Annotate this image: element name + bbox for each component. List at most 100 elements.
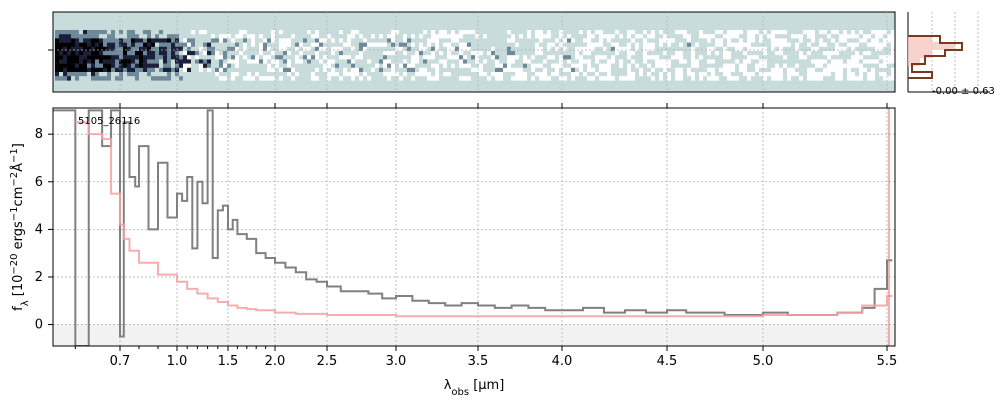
heatmap-cell [663,30,668,35]
heatmap-cell [487,59,492,64]
heatmap-cell [795,46,800,52]
heatmap-cell [67,55,72,60]
heatmap-cell [283,76,288,81]
heatmap-cell [535,63,540,68]
heatmap-cell [391,30,396,35]
heatmap-cell [315,46,320,52]
heatmap-cell [723,42,728,47]
heatmap-cell [707,72,712,77]
heatmap-cell [435,59,440,64]
heatmap-cell [643,38,648,43]
heatmap-cell [251,72,256,77]
heatmap-cell [867,38,872,43]
heatmap-cell [863,67,868,73]
heatmap-cell [539,38,544,43]
heatmap-cell [107,42,112,47]
heatmap-cell [151,63,156,68]
heatmap-cell [855,34,860,39]
heatmap-cell [563,72,568,77]
heatmap-cell [759,76,764,81]
heatmap-cell [91,72,96,77]
heatmap-cell [139,59,144,64]
heatmap-cell [179,51,184,56]
heatmap-cell [443,30,448,35]
heatmap-cell [143,38,148,43]
heatmap-cell [435,46,440,52]
heatmap-cell [311,30,316,35]
heatmap-cell [431,30,436,35]
heatmap-cell [243,46,248,52]
heatmap-cell [687,38,692,43]
heatmap-cell [307,76,312,81]
heatmap-cell [487,38,492,43]
heatmap-cell [99,30,104,35]
heatmap-cell [299,76,304,81]
heatmap-cell [271,67,276,73]
heatmap-cell [83,55,88,60]
heatmap-cell [155,34,160,39]
heatmap-cell [55,46,60,52]
heatmap-cell [187,42,192,47]
heatmap-cell [519,59,524,64]
heatmap-cell [747,46,752,52]
heatmap-cell [871,76,876,81]
heatmap-cell [827,46,832,52]
heatmap-cell [711,34,716,39]
heatmap-cell [411,46,416,52]
heatmap-cell [703,72,708,77]
heatmap-cell [71,34,76,39]
heatmap-cell [395,55,400,60]
heatmap-cell [235,55,240,60]
heatmap-cell [827,38,832,43]
heatmap-cell [587,51,592,56]
heatmap-cell [699,55,704,60]
heatmap-cell [167,67,172,73]
heatmap-cell [619,51,624,56]
heatmap-cell [859,34,864,39]
heatmap-cell [239,38,244,43]
heatmap-cell [727,42,732,47]
heatmap-cell [559,72,564,77]
heatmap-cell [415,59,420,64]
heatmap-cell [867,76,872,81]
y-axis-label: fλ [10−20 ergs−1cm−2Å−1] [9,143,31,311]
heatmap-cell [403,76,408,81]
heatmap-cell [339,59,344,64]
heatmap-cell [471,30,476,35]
heatmap-cell [531,72,536,77]
heatmap-cell [519,46,524,52]
heatmap-cell [519,72,524,77]
heatmap-cell [423,51,428,56]
heatmap-cell [291,30,296,35]
heatmap-cell [743,76,748,81]
heatmap-cell [311,63,316,68]
heatmap-cell [83,51,88,56]
heatmap-cell [595,67,600,73]
heatmap-cell [583,55,588,60]
heatmap-cell [675,76,680,81]
heatmap-cell [95,46,100,52]
heatmap-cell [323,55,328,60]
heatmap-cell [775,46,780,52]
heatmap-cell [431,63,436,68]
heatmap-cell [203,51,208,56]
heatmap-cell [855,42,860,47]
heatmap-cell [135,30,140,35]
heatmap-cell [359,63,364,68]
heatmap-cell [659,55,664,60]
heatmap-cell [411,63,416,68]
heatmap-cell [859,72,864,77]
heatmap-cell [307,72,312,77]
heatmap-cell [399,42,404,47]
heatmap-cell [95,72,100,77]
heatmap-cell [303,34,308,39]
heatmap-cell [163,63,168,68]
heatmap-cell [543,46,548,52]
heatmap-cell [295,76,300,81]
heatmap-cell [387,38,392,43]
x-tick-label: 2.0 [265,354,286,369]
heatmap-cell [179,76,184,81]
heatmap-cell [719,42,724,47]
heatmap-cell [455,30,460,35]
heatmap-cell [603,63,608,68]
